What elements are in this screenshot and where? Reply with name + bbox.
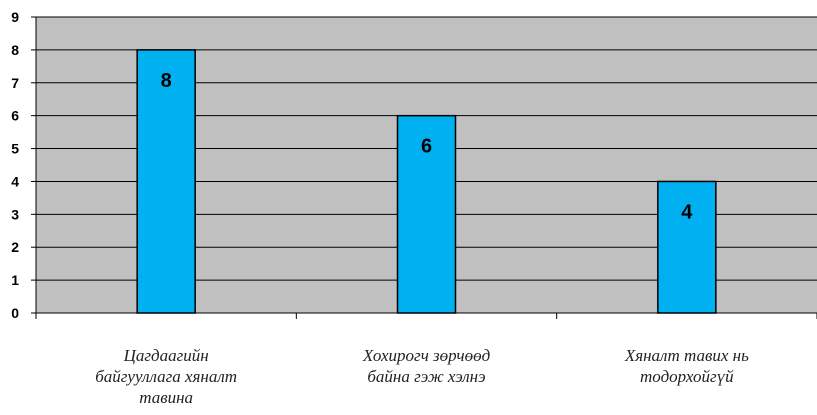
y-axis-ticks: 0 1 2 3 4 5 6 7 8 9 xyxy=(11,9,36,321)
data-label: 8 xyxy=(161,70,172,92)
bars: 8 6 4 xyxy=(136,49,717,314)
category-label: Хохирогч зөрчөөд байна гэж хэлнэ xyxy=(362,346,491,386)
y-tick-label: 6 xyxy=(11,108,19,124)
y-tick-label: 8 xyxy=(11,42,19,58)
bar xyxy=(396,114,457,314)
y-tick-label: 2 xyxy=(11,239,19,255)
x-axis xyxy=(35,17,817,319)
category-label: Хяналт тавих нь тодорхойгүй xyxy=(624,346,749,386)
y-tick-label: 0 xyxy=(11,305,19,321)
y-tick-label: 5 xyxy=(11,141,19,157)
bar xyxy=(657,180,717,314)
y-tick-label: 4 xyxy=(11,173,19,189)
y-tick-label: 1 xyxy=(11,272,19,288)
data-label: 6 xyxy=(421,136,432,158)
y-tick-label: 3 xyxy=(11,206,19,222)
bar xyxy=(136,49,196,314)
y-tick-label: 9 xyxy=(11,9,19,25)
y-tick-label: 7 xyxy=(11,75,19,91)
category-label: Цагдаагийн байгууллага хяналт тавина xyxy=(95,346,238,407)
data-label: 4 xyxy=(681,201,693,223)
